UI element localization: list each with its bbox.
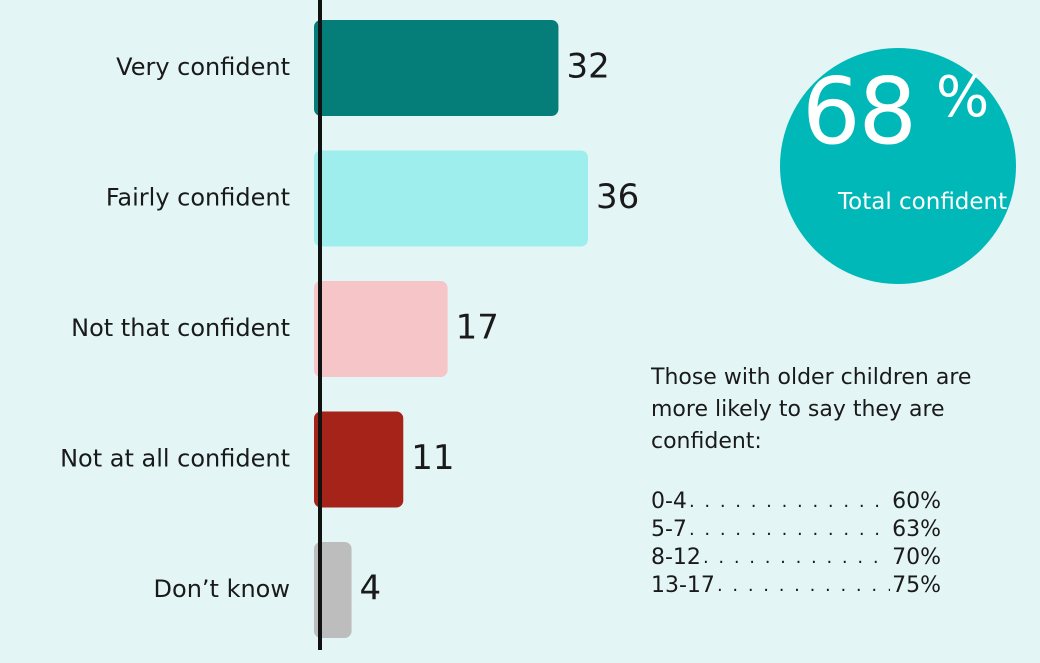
leader-dots xyxy=(717,572,890,600)
total-confident-unit: % xyxy=(936,65,990,130)
age-percent: 60% xyxy=(892,489,941,514)
category-label: Very confident xyxy=(116,53,290,81)
value-label: 4 xyxy=(360,569,382,609)
total-confident-value: 68 xyxy=(802,58,917,165)
age-row: 13-17 75% xyxy=(651,572,941,600)
value-label: 17 xyxy=(456,308,499,348)
value-label: 32 xyxy=(566,47,609,87)
bars-group: Very confident 32 Fairly confident 36 Not th… xyxy=(60,20,639,638)
age-row: 0-4 60% xyxy=(651,488,941,516)
value-label: 11 xyxy=(411,438,454,478)
bar xyxy=(314,542,352,638)
age-range: 0-4 xyxy=(651,489,687,514)
category-label: Don’t know xyxy=(154,575,290,603)
value-label: 36 xyxy=(596,177,639,217)
age-note: Those with older children are more likel… xyxy=(651,362,1040,663)
total-confident-badge: 68 % Total confident xyxy=(780,48,1016,284)
leader-dots xyxy=(703,544,890,572)
age-range: 13-17 xyxy=(651,573,715,598)
leader-dots xyxy=(689,488,890,516)
category-label: Fairly confident xyxy=(106,184,290,212)
category-label: Not that confident xyxy=(71,314,290,342)
note-line-3: confident: xyxy=(651,429,762,454)
age-percent: 70% xyxy=(892,545,941,570)
total-confident-caption: Total confident xyxy=(838,189,1008,215)
leader-dots xyxy=(689,516,890,544)
bar xyxy=(314,150,588,247)
age-percent: 63% xyxy=(892,517,941,542)
note-line-2: more likely to say they are xyxy=(651,397,945,422)
bar xyxy=(314,20,559,116)
age-range: 5-7 xyxy=(651,517,687,542)
category-label: Not at all confident xyxy=(60,445,290,473)
note-line-1: Those with older children are xyxy=(651,365,972,390)
bar xyxy=(314,411,404,508)
bar xyxy=(314,281,448,377)
age-percent: 75% xyxy=(892,573,941,598)
age-row: 8-12 70% xyxy=(651,544,941,572)
age-breakdown-list: 0-4 60% 5-7 63% 8-12 70% 13-17 75% xyxy=(651,488,1040,600)
age-range: 8-12 xyxy=(651,545,701,570)
age-row: 5-7 63% xyxy=(651,516,941,544)
